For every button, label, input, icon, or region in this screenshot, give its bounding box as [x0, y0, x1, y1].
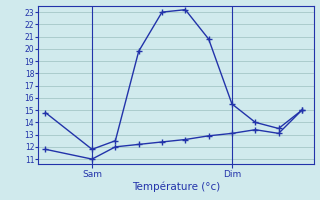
X-axis label: Température (°c): Température (°c) [132, 181, 220, 192]
